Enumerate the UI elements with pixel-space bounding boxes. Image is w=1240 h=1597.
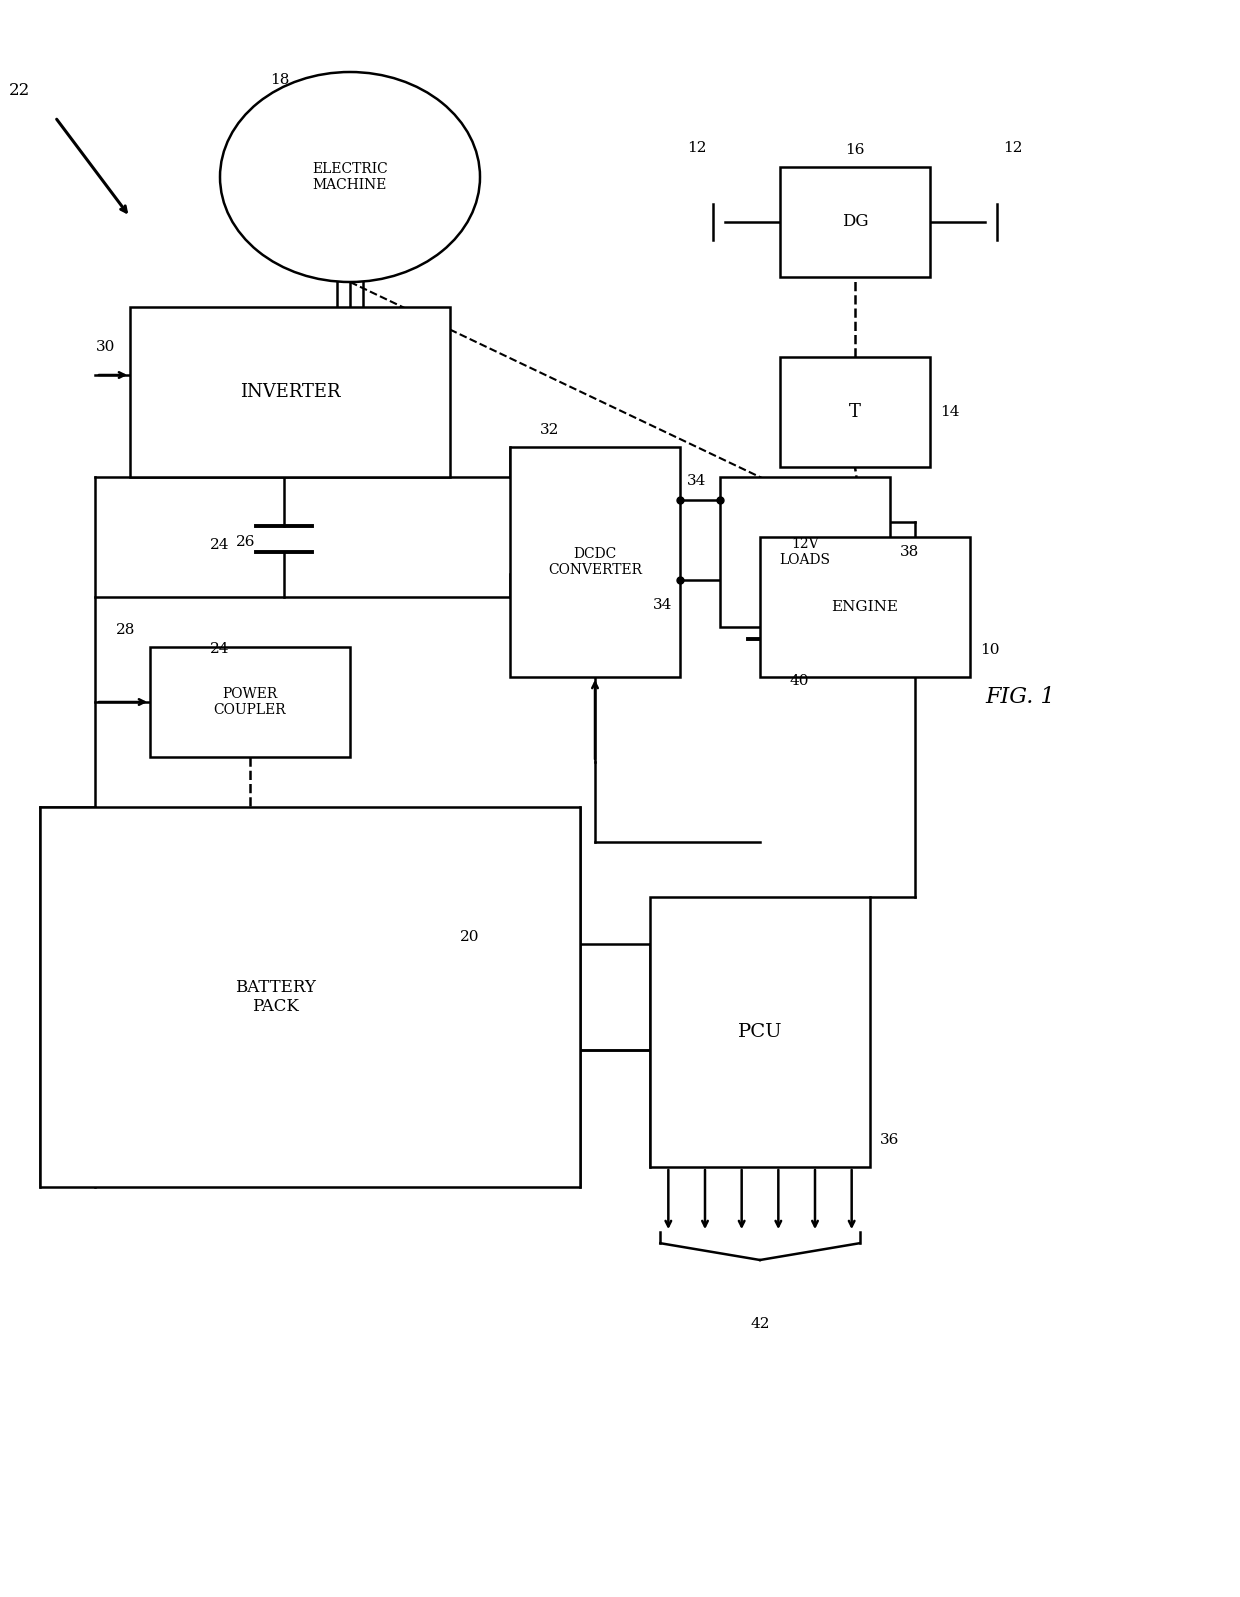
Bar [40,806,580,1187]
Text: 18: 18 [270,73,289,86]
Text: 12: 12 [687,141,707,155]
Ellipse shape [219,72,480,283]
Text: 40: 40 [790,674,810,688]
Text: 24: 24 [210,642,229,656]
Text: 12: 12 [1003,141,1023,155]
Text: DG: DG [842,214,868,230]
Bar [650,898,870,1167]
Text: 26: 26 [236,535,255,549]
Bar [510,447,680,677]
Bar [100,877,450,1116]
Text: 36: 36 [880,1132,899,1147]
Text: PCU: PCU [738,1024,782,1041]
Text: POWER
COUPLER: POWER COUPLER [213,687,286,717]
Text: 24: 24 [210,538,229,553]
Text: 30: 30 [95,340,115,355]
Text: 14: 14 [940,406,960,418]
Text: 10: 10 [980,644,999,656]
Text: INVERTER: INVERTER [239,383,340,401]
Bar [720,478,890,628]
Bar [150,647,350,757]
Text: 38: 38 [900,545,919,559]
Bar [130,307,450,478]
Bar [780,358,930,466]
Text: 34: 34 [687,474,707,489]
Text: ENGINE: ENGINE [832,600,899,613]
Text: 42: 42 [750,1318,770,1330]
Text: ELECTRIC
MACHINE: ELECTRIC MACHINE [312,161,388,192]
Bar [760,537,970,677]
Text: 20: 20 [460,929,480,944]
Text: 16: 16 [844,144,864,157]
Text: 34: 34 [652,599,672,612]
Text: 32: 32 [539,423,559,438]
Text: 12V
LOADS: 12V LOADS [780,537,831,567]
Bar [780,168,930,276]
Text: BATTERY
PACK: BATTERY PACK [234,979,315,1016]
Text: 28: 28 [115,623,135,637]
Text: 22: 22 [9,81,30,99]
Text: FIG. 1: FIG. 1 [986,687,1055,707]
Text: T: T [849,402,861,422]
Text: DCDC
CONVERTER: DCDC CONVERTER [548,546,642,577]
